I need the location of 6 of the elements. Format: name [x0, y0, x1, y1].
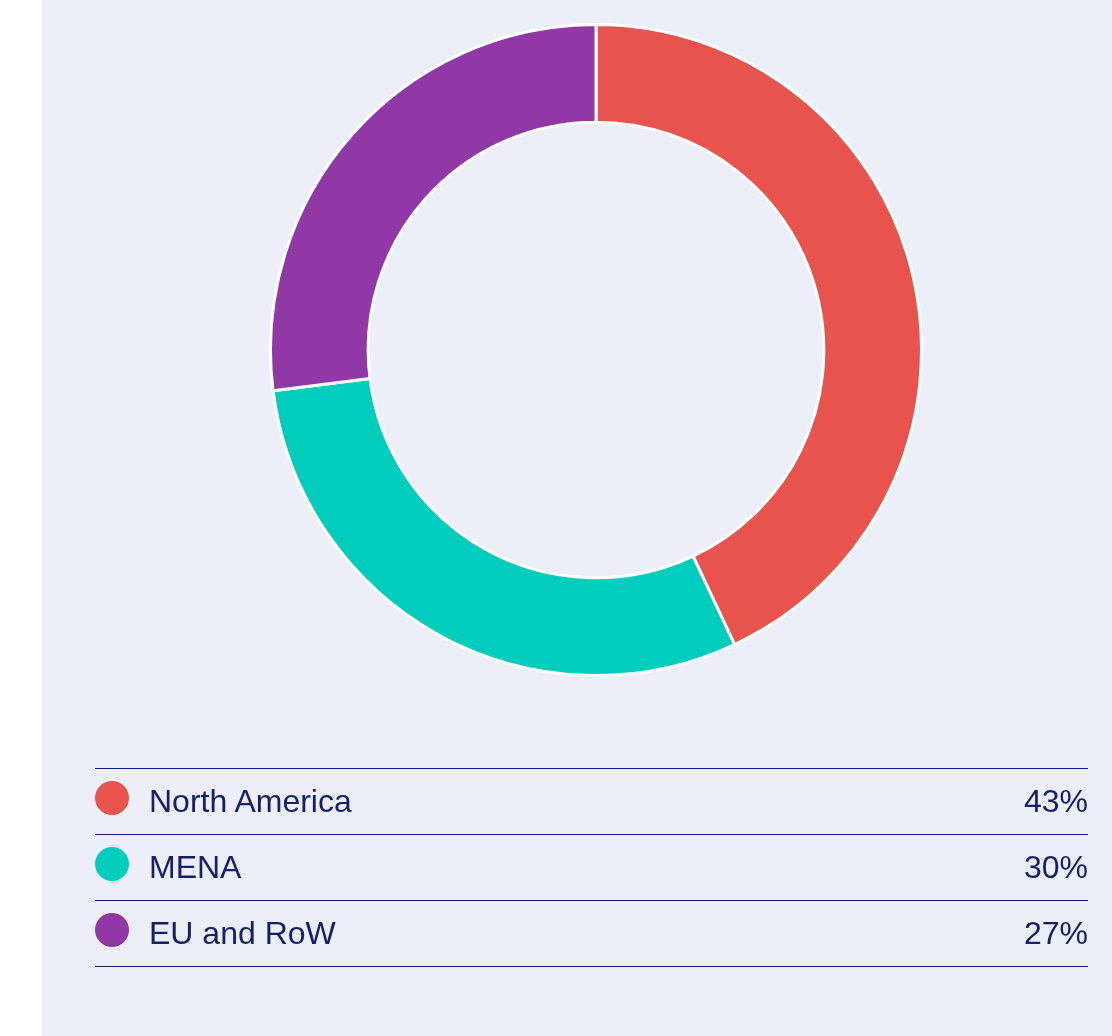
legend-label: North America: [149, 783, 353, 820]
data-label: 43%: [1023, 783, 1088, 820]
legend-label: EU and RoW: [149, 915, 337, 952]
legend-label: MENA: [149, 849, 243, 886]
data-label: 27%: [1023, 915, 1088, 952]
data-label: 30%: [1023, 849, 1088, 886]
